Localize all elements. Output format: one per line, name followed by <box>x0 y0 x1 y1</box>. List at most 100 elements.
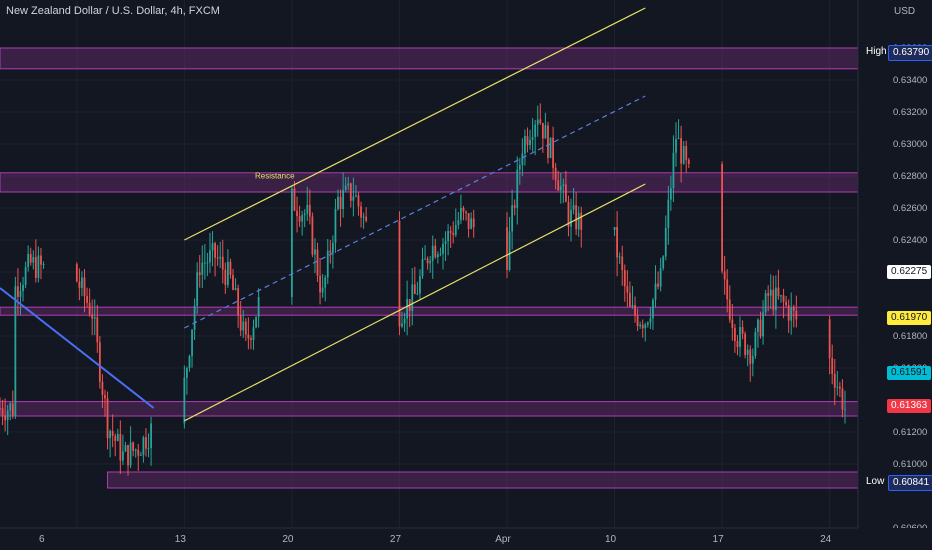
candle-body <box>462 207 465 212</box>
candle-body <box>224 269 227 285</box>
candle-body <box>32 257 35 263</box>
candle-body <box>132 442 135 451</box>
candle-body <box>828 319 831 359</box>
channel-upper-line[interactable] <box>184 7 646 241</box>
candle-body <box>721 163 723 272</box>
candle-body <box>785 301 788 306</box>
candle-body <box>42 264 45 266</box>
sr-zone-2[interactable] <box>0 172 859 193</box>
candle-body <box>0 408 1 409</box>
x-tick-label: 27 <box>390 534 402 545</box>
sr-zone-4[interactable] <box>0 401 859 417</box>
candles <box>0 103 846 476</box>
candle-body <box>250 338 252 340</box>
candle-body <box>667 199 670 229</box>
sr-zone-1[interactable] <box>0 47 859 70</box>
candle-body <box>741 327 744 334</box>
candle-body <box>303 213 306 216</box>
candle-body <box>836 386 839 388</box>
candle-body <box>831 358 834 374</box>
y-tick-label: 0.61200 <box>893 427 927 438</box>
candle-body <box>198 272 201 275</box>
candle-body <box>749 349 752 364</box>
sr-zone-5[interactable] <box>107 471 859 489</box>
candle-body <box>226 261 229 285</box>
candle-body <box>465 211 467 214</box>
candle-body <box>470 218 473 229</box>
candle-body <box>728 299 731 320</box>
candle-body <box>513 205 516 208</box>
candle-body <box>101 381 104 395</box>
candle-body <box>629 292 631 307</box>
candle-body <box>536 119 539 125</box>
candle-body <box>37 255 40 278</box>
candle-body <box>4 415 7 421</box>
x-tick-label: Apr <box>495 534 511 545</box>
candle-body <box>106 398 109 439</box>
candle-body <box>239 315 242 331</box>
candle-body <box>114 435 117 441</box>
candle-body <box>308 204 311 217</box>
candle-body <box>334 208 337 243</box>
candle-body <box>81 277 83 288</box>
candle-body <box>188 356 191 369</box>
candle-body <box>841 388 844 410</box>
candle-body <box>646 322 649 325</box>
candle-body <box>539 119 542 123</box>
candle-body <box>91 314 94 319</box>
candle-body <box>27 254 30 268</box>
candle-body <box>652 299 654 319</box>
candle-body <box>439 253 442 255</box>
price-tag-3: 0.61591 <box>887 366 932 380</box>
candle-body <box>675 138 677 153</box>
candle-body <box>142 437 145 455</box>
candle-body <box>562 184 565 187</box>
time-axis[interactable] <box>0 528 932 550</box>
high-label: High <box>862 45 891 59</box>
candle-body <box>529 139 531 146</box>
price-tag-1: 0.62275 <box>887 265 932 279</box>
candle-body <box>109 431 112 439</box>
candle-body <box>221 256 224 270</box>
candle-body <box>434 245 437 258</box>
candle-body <box>636 315 639 327</box>
candle-body <box>331 242 334 253</box>
currency-label: USD <box>894 6 916 17</box>
candle-body <box>449 231 452 234</box>
candle-body <box>219 256 222 259</box>
candle-body <box>687 159 690 164</box>
candle-body <box>429 260 432 264</box>
candle-body <box>237 288 240 316</box>
candle-body <box>626 286 629 293</box>
candle-body <box>298 216 301 222</box>
candle-body <box>93 317 96 319</box>
candle-body <box>541 122 544 139</box>
candle-body <box>19 290 22 297</box>
candle-body <box>124 445 127 452</box>
candle-body <box>209 250 211 263</box>
candle-body <box>319 275 321 293</box>
candle-body <box>257 297 260 317</box>
candle-body <box>11 403 14 416</box>
candle-body <box>572 205 575 210</box>
candle-body <box>96 317 99 343</box>
candle-body <box>751 356 754 364</box>
channel-lower-line[interactable] <box>184 183 646 422</box>
candle-body <box>247 334 250 339</box>
candle-body <box>329 250 332 253</box>
candle-body <box>731 319 734 328</box>
candle-body <box>242 321 245 331</box>
descending-trendline[interactable] <box>0 287 155 409</box>
candle-body <box>342 190 345 209</box>
candle-body <box>792 307 795 311</box>
candle-body <box>111 431 114 436</box>
candle-body <box>214 243 216 258</box>
candle-body <box>723 271 726 280</box>
candle-body <box>460 207 462 221</box>
high-value-tag: 0.63790 <box>888 45 932 61</box>
candle-body <box>352 196 355 201</box>
candle-body <box>447 231 450 242</box>
candle-body <box>196 272 199 306</box>
candle-body <box>534 124 537 137</box>
